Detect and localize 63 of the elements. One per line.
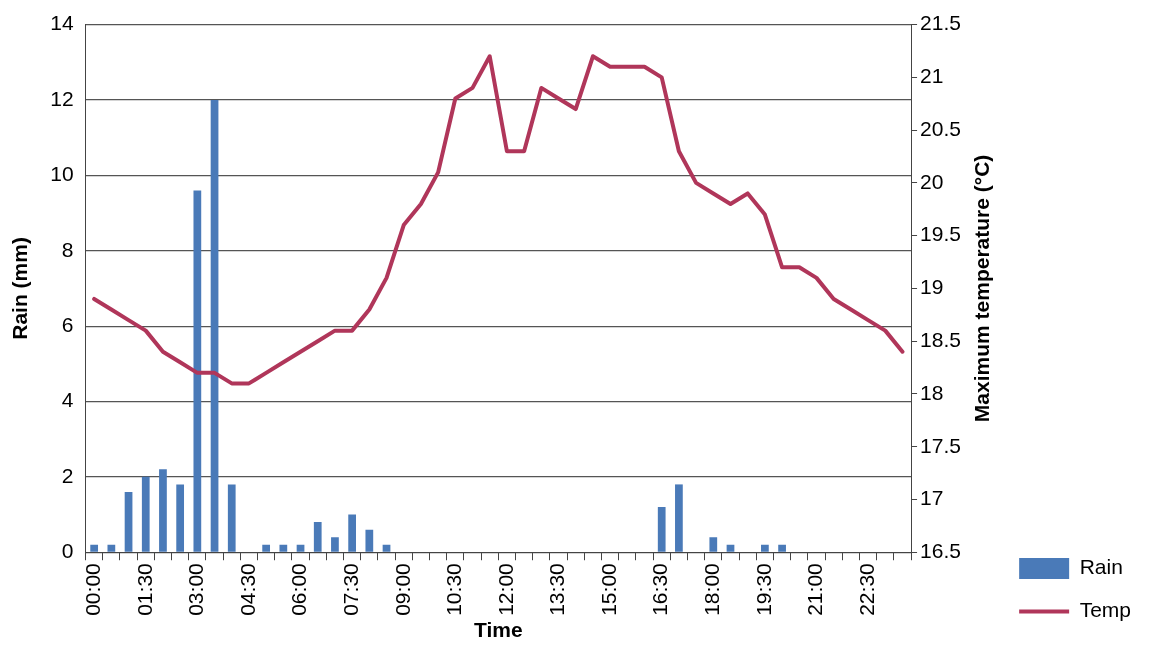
y2-tick-label: 21.5 bbox=[920, 11, 961, 35]
bar bbox=[365, 529, 374, 552]
y-tick-label: 8 bbox=[61, 237, 74, 261]
bar bbox=[227, 484, 236, 552]
y2-tick-label: 17.5 bbox=[920, 433, 961, 457]
bar bbox=[348, 514, 356, 552]
bar bbox=[124, 491, 133, 552]
bar bbox=[709, 537, 718, 552]
y2-tick-label: 16.5 bbox=[920, 539, 961, 563]
bar bbox=[657, 507, 666, 552]
x-tick-label: 19:30 bbox=[751, 563, 775, 616]
x-tick-label: 18:00 bbox=[700, 563, 724, 616]
y2-tick-label: 20.5 bbox=[920, 116, 961, 140]
x-tick-label: 06:00 bbox=[287, 563, 311, 616]
x-tick-label: 21:00 bbox=[803, 563, 827, 616]
y-tick-label: 4 bbox=[61, 388, 74, 412]
bar bbox=[107, 544, 116, 552]
x-tick-label: 16:30 bbox=[648, 563, 672, 616]
bar bbox=[262, 544, 271, 552]
x-axis-title: Time bbox=[474, 618, 523, 642]
bar bbox=[193, 190, 202, 552]
y2-tick-label: 19.5 bbox=[920, 222, 961, 246]
y-tick-label: 12 bbox=[50, 86, 74, 110]
x-tick-label: 13:30 bbox=[545, 563, 569, 616]
bar bbox=[279, 544, 288, 552]
x-tick-label: 00:00 bbox=[80, 563, 104, 616]
bar bbox=[296, 544, 305, 552]
x-tick-label: 03:00 bbox=[184, 563, 208, 616]
x-tick-label: 10:30 bbox=[442, 563, 466, 616]
bar bbox=[141, 476, 150, 552]
bar bbox=[382, 544, 391, 552]
bar bbox=[90, 544, 99, 552]
y-axis-title: Rain (mm) bbox=[8, 237, 32, 340]
y2-tick-label: 18.5 bbox=[920, 327, 961, 351]
bar bbox=[331, 537, 339, 552]
bar bbox=[210, 99, 219, 552]
legend-label: Temp bbox=[1079, 598, 1132, 622]
x-tick-label: 15:00 bbox=[596, 563, 620, 616]
x-tick-label: 12:00 bbox=[493, 563, 517, 616]
y2-tick-label: 19 bbox=[920, 275, 944, 299]
y2-tick-label: 17 bbox=[920, 486, 944, 510]
bar bbox=[313, 522, 322, 552]
bar bbox=[675, 484, 683, 552]
bar bbox=[778, 544, 786, 552]
x-tick-label: 07:30 bbox=[338, 563, 362, 616]
y2-tick-label: 20 bbox=[920, 169, 944, 193]
y-tick-label: 14 bbox=[50, 11, 74, 35]
y-tick-label: 10 bbox=[50, 162, 74, 186]
bar bbox=[159, 469, 167, 552]
y-tick-label: 2 bbox=[61, 463, 74, 487]
x-tick-label: 22:30 bbox=[854, 563, 878, 616]
x-tick-label: 09:00 bbox=[390, 563, 414, 616]
y-tick-label: 0 bbox=[61, 539, 74, 563]
y-tick-label: 6 bbox=[61, 312, 74, 336]
bar bbox=[761, 544, 769, 552]
bar bbox=[176, 484, 185, 552]
y2-tick-label: 18 bbox=[920, 380, 944, 404]
x-tick-label: 01:30 bbox=[132, 563, 156, 616]
bar bbox=[726, 544, 735, 552]
x-tick-label: 04:30 bbox=[235, 563, 259, 616]
y2-axis-title: Maximum temperature (°C) bbox=[969, 154, 993, 423]
y2-tick-label: 21 bbox=[920, 64, 944, 88]
legend-label: Rain bbox=[1079, 555, 1123, 579]
